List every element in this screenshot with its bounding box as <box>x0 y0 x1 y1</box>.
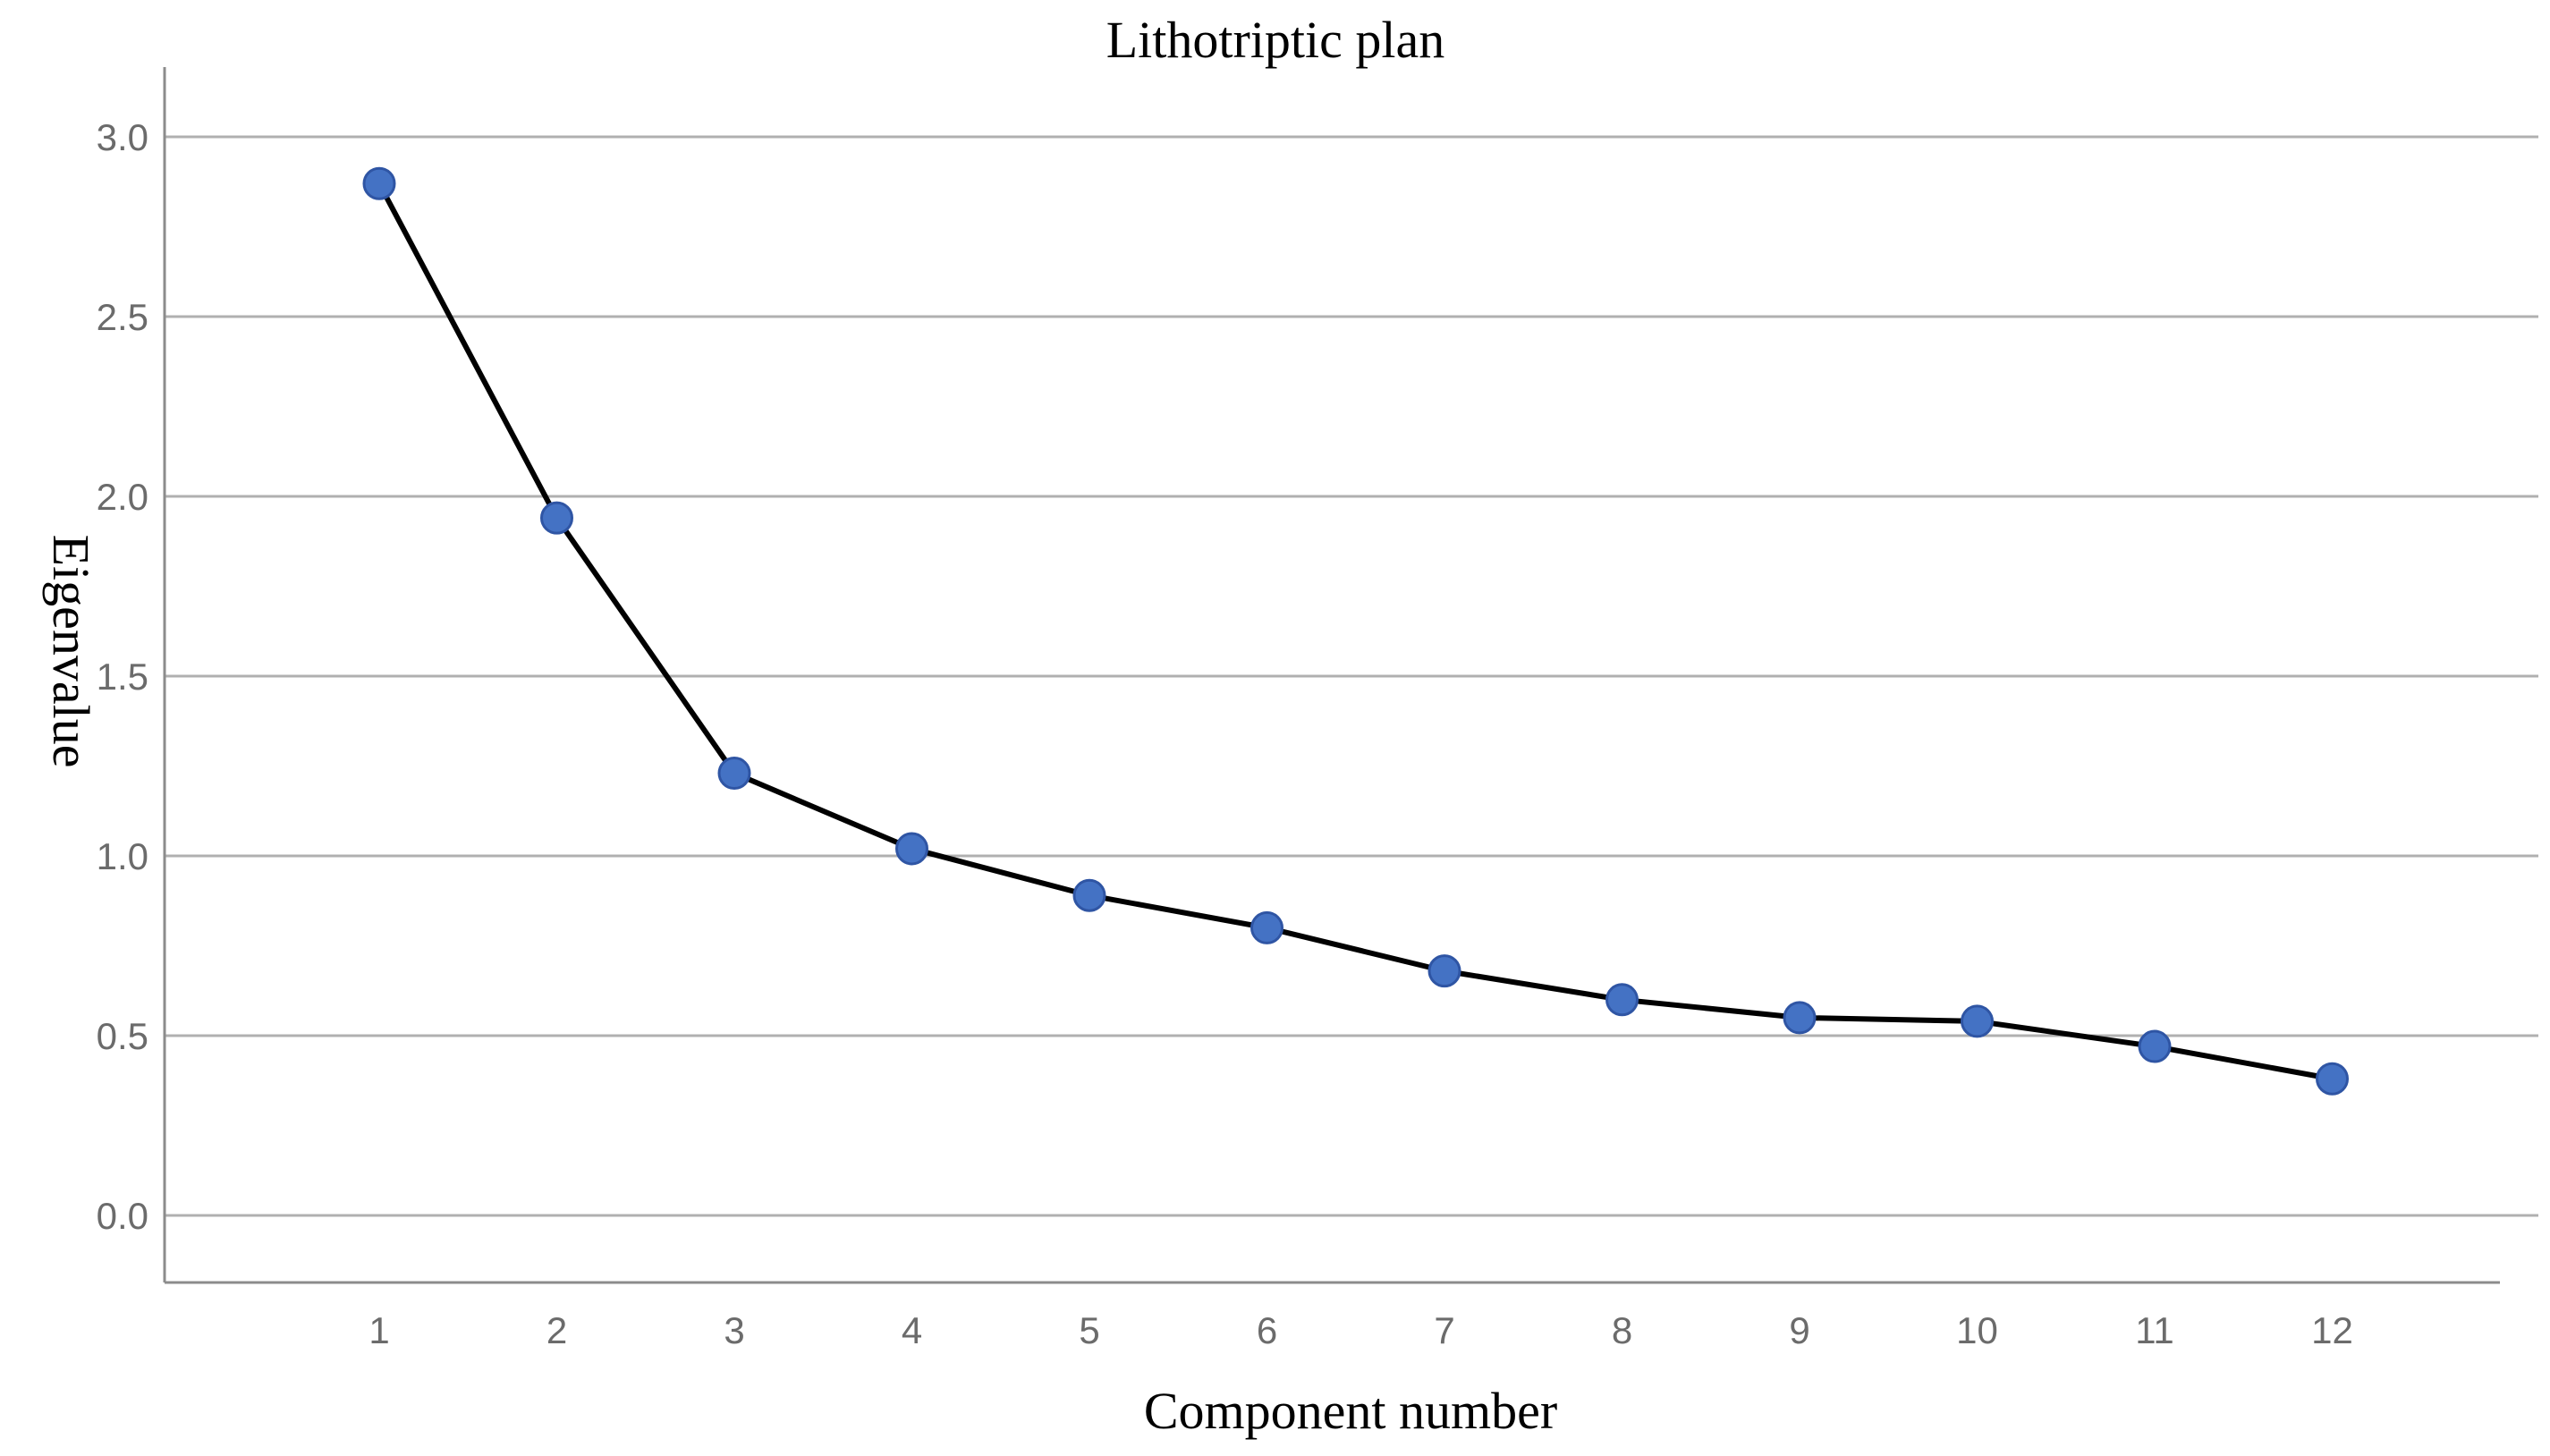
series-eigenvalue <box>362 166 2349 1096</box>
y-tick-label: 1.0 <box>97 835 148 877</box>
x-tick-label: 1 <box>369 1309 389 1351</box>
data-point <box>362 166 396 200</box>
data-point <box>895 832 928 866</box>
data-point <box>1605 983 1639 1017</box>
data-point <box>717 757 751 791</box>
x-tick-label: 4 <box>902 1309 922 1351</box>
gridlines <box>165 135 2538 1217</box>
x-axis-label: Component number <box>1144 1382 1557 1440</box>
y-tick-label: 2.5 <box>97 296 148 338</box>
y-axis-label: Eigenvalue <box>42 535 100 768</box>
x-tick-label: 8 <box>1612 1309 1632 1351</box>
x-tick-label: 10 <box>1956 1309 1998 1351</box>
y-tick-label: 0.0 <box>97 1195 148 1237</box>
x-tick-label: 2 <box>546 1309 567 1351</box>
x-tick-label: 12 <box>2311 1309 2353 1351</box>
x-tick-label: 7 <box>1434 1309 1454 1351</box>
y-axis-ticks: 0.0 0.5 1.0 1.5 2.0 2.5 3.0 <box>97 116 148 1237</box>
y-tick-label: 2.0 <box>97 476 148 518</box>
y-tick-label: 1.5 <box>97 656 148 698</box>
data-point <box>2316 1062 2349 1096</box>
data-point <box>1072 878 1106 912</box>
x-axis-ticks: 1 2 3 4 5 6 7 8 9 10 11 12 <box>369 1309 2353 1351</box>
data-point <box>1427 954 1461 988</box>
data-point <box>1250 910 1283 944</box>
x-tick-label: 5 <box>1079 1309 1099 1351</box>
y-tick-label: 0.5 <box>97 1015 148 1057</box>
chart-title: Lithotriptic plan <box>1106 11 1445 69</box>
x-tick-label: 3 <box>724 1309 744 1351</box>
x-tick-label: 6 <box>1257 1309 1277 1351</box>
data-point <box>1783 1001 1817 1035</box>
x-tick-label: 9 <box>1789 1309 1809 1351</box>
y-tick-label: 3.0 <box>97 116 148 158</box>
data-point <box>1961 1004 1994 1038</box>
series-line <box>377 182 2334 1082</box>
data-point <box>540 501 573 535</box>
x-tick-label: 11 <box>2135 1309 2174 1351</box>
data-point <box>2138 1029 2172 1063</box>
